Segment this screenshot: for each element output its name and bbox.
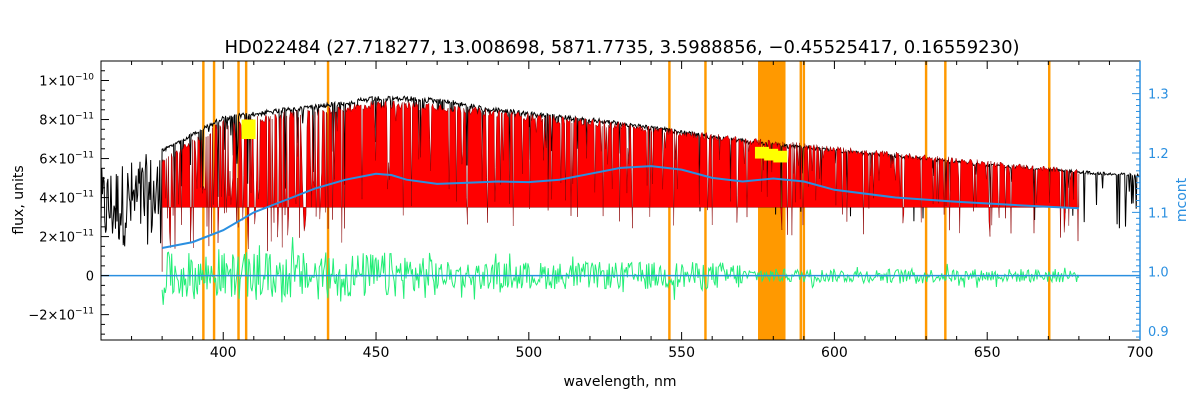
y-tick-exponent: −11 <box>75 190 94 200</box>
x-tick-label: 650 <box>974 345 1001 361</box>
y-tick-exponent: −10 <box>75 73 94 83</box>
y-tick-label-right: 1.0 <box>1148 266 1169 281</box>
x-tick-label: 500 <box>515 345 542 361</box>
y-tick-label: 4×10−11 <box>39 190 94 207</box>
chart-title: HD022484 (27.718277, 13.008698, 5871.773… <box>224 37 1019 58</box>
y-tick-mantissa: 1×10 <box>39 75 75 90</box>
plot-area <box>100 61 1140 340</box>
x-tick-label: 550 <box>668 345 695 361</box>
y-tick-label-right: 0.9 <box>1148 325 1169 340</box>
y-tick-exponent: −11 <box>75 229 94 239</box>
flagged-pixels <box>241 119 256 140</box>
x-tick-label: 700 <box>1127 345 1154 361</box>
y-tick-label: 1×10−10 <box>39 73 94 90</box>
y-tick-exponent: −11 <box>75 151 94 161</box>
y-tick-label: 2×10−11 <box>39 229 94 246</box>
flagged-pixels <box>754 146 769 159</box>
y-tick-mantissa: 0 <box>86 270 94 285</box>
residual-line <box>161 237 1080 305</box>
x-tick-label: 450 <box>363 345 390 361</box>
y-tick-label-right: 1.2 <box>1148 147 1169 162</box>
y-tick-label: −2×10−11 <box>28 307 94 324</box>
y-tick-label: 6×10−11 <box>39 151 94 168</box>
x-tick-label: 600 <box>821 345 848 361</box>
y-tick-label-right: 1.1 <box>1148 206 1169 221</box>
y-tick-label: 8×10−11 <box>39 112 94 129</box>
y-tick-mantissa: 8×10 <box>39 114 75 129</box>
flagged-pixels <box>773 150 788 163</box>
y-tick-exponent: −11 <box>75 307 94 317</box>
y-tick-mantissa: 2×10 <box>39 231 75 246</box>
y-tick-mantissa: −2×10 <box>28 309 75 324</box>
continuum-line <box>161 165 1079 249</box>
y-axis-label: flux, units <box>11 165 27 234</box>
x-tick-label: 400 <box>210 345 237 361</box>
y-axis-label-right: mcont <box>1174 177 1190 222</box>
y-tick-label: 0 <box>86 270 94 285</box>
y-tick-mantissa: 4×10 <box>39 192 75 207</box>
y-tick-mantissa: 6×10 <box>39 153 75 168</box>
x-axis-label: wavelength, nm <box>564 374 677 390</box>
flagged-pixels <box>764 148 779 161</box>
axes: 400 450 500 550 600 650 7001×10−108×10−116×10−… <box>28 60 1169 361</box>
model-flux-fill <box>161 99 1080 272</box>
y-tick-label-right: 1.3 <box>1148 88 1169 103</box>
y-tick-exponent: −11 <box>75 112 94 122</box>
